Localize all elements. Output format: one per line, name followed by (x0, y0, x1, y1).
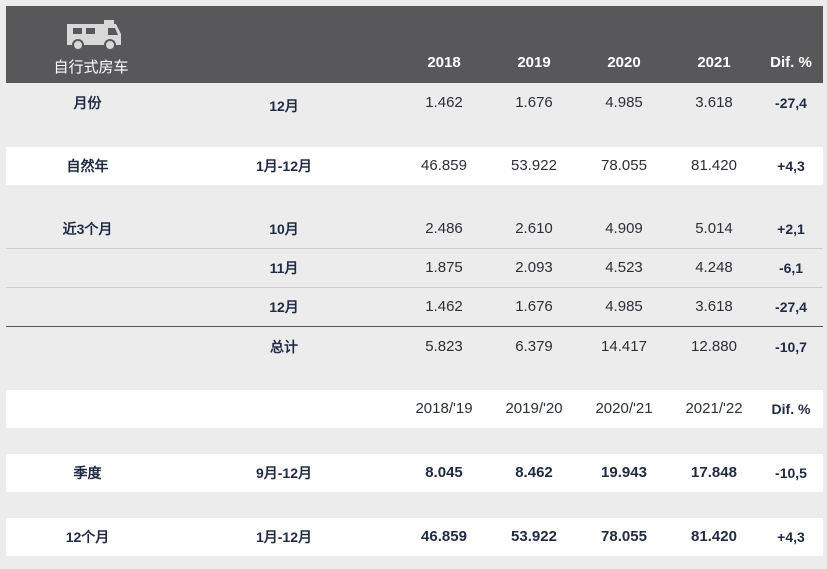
season-2018-header: 2018/'19 (415, 400, 473, 417)
table-row-last3-nov: 11月 1.875 2.093 4.523 4.248 -6,1 (0, 249, 827, 287)
table-header: 自行式房车 2018 2019 2020 2021 Dif. % (6, 6, 823, 83)
value-2019-20: 53.922 (511, 528, 557, 545)
category-title: 自行式房车 (53, 59, 129, 76)
season-header-bg (6, 390, 823, 428)
camper-van-icon (67, 20, 121, 51)
table-row-month: 月份 12月 1.462 1.676 4.985 3.618 -27,4 (0, 84, 827, 122)
value-2021: 4.248 (695, 259, 733, 276)
value-2019-20: 8.462 (515, 464, 553, 481)
value-2018: 1.462 (425, 94, 463, 111)
row-period: 12月 (269, 299, 299, 315)
value-2020-21: 78.055 (601, 528, 647, 545)
value-2020: 78.055 (601, 157, 647, 174)
row-label: 近3个月 (62, 221, 113, 237)
season-2021-header: 2021/'22 (685, 400, 743, 417)
value-2020: 4.523 (605, 259, 643, 276)
year-2021-header: 2021 (697, 54, 731, 71)
value-2019: 1.676 (515, 298, 553, 315)
season-header-row: 2018/'19 2019/'20 2020/'21 2021/'22 Dif.… (0, 390, 827, 428)
row-period: 9月-12月 (255, 465, 313, 481)
value-2021: 3.618 (695, 298, 733, 315)
row-label: 自然年 (66, 158, 109, 174)
row-period: 总计 (270, 339, 298, 355)
row-label: 季度 (73, 465, 102, 481)
value-2021-22: 17.848 (691, 464, 737, 481)
year-2019-header: 2019 (517, 54, 551, 71)
value-2020: 4.985 (605, 94, 643, 111)
value-2018: 1.462 (425, 298, 463, 315)
twelve-row-bg (6, 518, 823, 556)
row-divider (6, 248, 823, 249)
value-2019: 2.610 (515, 220, 553, 237)
value-2018: 2.486 (425, 220, 463, 237)
value-2019: 53.922 (511, 157, 557, 174)
value-diff: +4,3 (777, 158, 805, 174)
quarter-row-bg (6, 454, 823, 492)
diff-header: Dif. % (770, 54, 812, 71)
table-row-last3-dec: 12月 1.462 1.676 4.985 3.618 -27,4 (0, 288, 827, 326)
value-2018: 46.859 (421, 157, 467, 174)
value-2018: 5.823 (425, 338, 463, 355)
value-2020: 4.985 (605, 298, 643, 315)
row-label: 12个月 (65, 529, 110, 545)
year-2018-header: 2018 (427, 54, 461, 71)
value-2019: 2.093 (515, 259, 553, 276)
value-diff: -10,7 (775, 339, 807, 355)
value-2021: 12.880 (691, 338, 737, 355)
value-diff: -27,4 (775, 95, 807, 111)
value-2021: 81.420 (691, 157, 737, 174)
season-2020-header: 2020/'21 (595, 400, 653, 417)
value-diff: -10,5 (775, 465, 807, 481)
row-period: 1月-12月 (255, 158, 313, 174)
value-2019: 1.676 (515, 94, 553, 111)
table-row-quarter: 季度 9月-12月 8.045 8.462 19.943 17.848 -10,… (0, 454, 827, 492)
row-period: 12月 (269, 98, 299, 114)
value-diff: -6,1 (778, 260, 804, 276)
total-divider (6, 326, 823, 327)
value-2021: 3.618 (695, 94, 733, 111)
row-period: 1月-12月 (255, 529, 313, 545)
table-row-last3-oct: 近3个月 10月 2.486 2.610 4.909 5.014 +2,1 (0, 210, 827, 248)
table-row-year (6, 147, 823, 185)
value-diff: +2,1 (777, 221, 805, 237)
season-2019-header: 2019/'20 (505, 400, 563, 417)
value-2020: 14.417 (601, 338, 647, 355)
value-2018-19: 8.045 (425, 464, 463, 481)
value-2019: 6.379 (515, 338, 553, 355)
year-2020-header: 2020 (607, 54, 641, 71)
value-diff: -27,4 (775, 299, 807, 315)
table-row-twelve: 12个月 1月-12月 46.859 53.922 78.055 81.420 … (0, 518, 827, 556)
value-2021-22: 81.420 (691, 528, 737, 545)
value-diff: +4,3 (777, 529, 805, 545)
value-2018: 1.875 (425, 259, 463, 276)
value-2020-21: 19.943 (601, 464, 647, 481)
table-row-total: 总计 5.823 6.379 14.417 12.880 -10,7 (0, 328, 827, 366)
row-label: 月份 (73, 95, 102, 111)
row-divider (6, 287, 823, 288)
table-row-year-content: 自然年 1月-12月 46.859 53.922 78.055 81.420 +… (0, 147, 827, 185)
value-2021: 5.014 (695, 220, 733, 237)
row-period: 10月 (269, 221, 299, 237)
value-2018-19: 46.859 (421, 528, 467, 545)
value-2020: 4.909 (605, 220, 643, 237)
season-diff-header: Dif. % (771, 401, 811, 417)
row-period: 11月 (269, 260, 299, 276)
